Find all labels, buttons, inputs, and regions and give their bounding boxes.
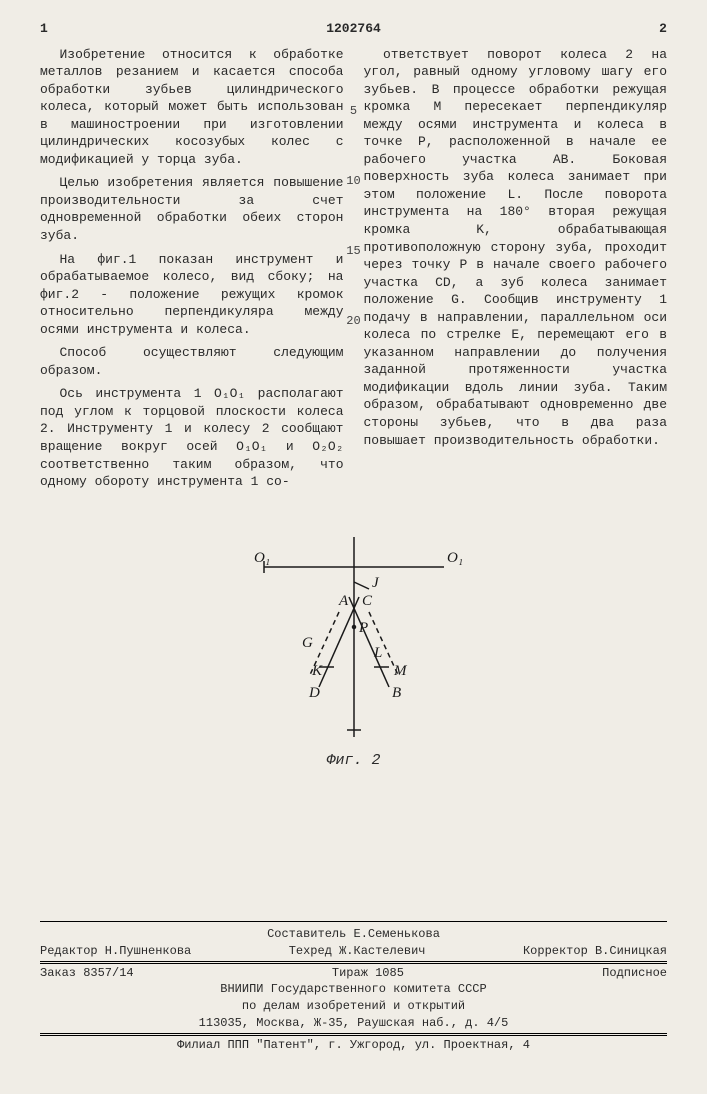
label-L: L — [373, 645, 382, 661]
branch-line: Филиал ППП "Патент", г. Ужгород, ул. Про… — [40, 1037, 667, 1054]
document-number: 1202764 — [326, 20, 381, 38]
divider — [40, 961, 667, 962]
label-C: C — [362, 593, 373, 609]
editor: Редактор Н.Пушненкова — [40, 943, 191, 960]
paragraph: Изобретение относится к обработке металл… — [40, 46, 344, 169]
address-line: 113035, Москва, Ж-35, Раушская наб., д. … — [40, 1015, 667, 1032]
label-O1: O₁ — [254, 550, 270, 566]
label-J: J — [372, 575, 380, 591]
label-O1: O₁ — [447, 550, 463, 566]
subscribe: Подписное — [602, 965, 667, 982]
header-row: 1 1202764 2 — [40, 20, 667, 38]
divider — [40, 921, 667, 922]
org-line-2: по делам изобретений и открытий — [40, 998, 667, 1015]
order-number: Заказ 8357/14 — [40, 965, 134, 982]
line-number: 5 — [350, 103, 357, 119]
left-column: Изобретение относится к обработке металл… — [40, 46, 344, 497]
page: 1 1202764 2 5 10 15 20 Изобретение относ… — [0, 0, 707, 1094]
label-G: G — [302, 635, 313, 651]
order-row: Заказ 8357/14 Тираж 1085 Подписное — [40, 965, 667, 982]
editorial-row: Редактор Н.Пушненкова Техред Ж.Кастелеви… — [40, 943, 667, 960]
line-number: 15 — [346, 243, 360, 259]
divider — [40, 963, 667, 964]
paragraph: На фиг.1 показан инструмент и обрабатыва… — [40, 251, 344, 339]
paragraph: Ось инструмента 1 O₁O₁ располагают под у… — [40, 385, 344, 490]
page-number-left: 1 — [40, 20, 48, 38]
divider — [40, 1035, 667, 1036]
label-D: D — [308, 685, 320, 701]
right-column: ответствует поворот колеса 2 на угол, ра… — [364, 46, 668, 497]
tirage: Тираж 1085 — [332, 965, 404, 982]
org-line-1: ВНИИПИ Государственного комитета СССР — [40, 981, 667, 998]
figure-caption: Фиг. 2 — [40, 751, 667, 771]
compiler-line: Составитель Е.Семенькова — [40, 926, 667, 943]
figure-2: O₁ O₁ J A C P G K D L M B Фиг. 2 — [40, 527, 667, 771]
label-M: M — [393, 663, 408, 679]
body-text-block: 5 10 15 20 Изобретение относится к обраб… — [40, 46, 667, 497]
line-number: 10 — [346, 173, 360, 189]
figure-svg: O₁ O₁ J A C P G K D L M B — [224, 527, 484, 747]
page-number-right: 2 — [659, 20, 667, 38]
line-number: 20 — [346, 313, 360, 329]
paragraph: Целью изобретения является повышение про… — [40, 174, 344, 244]
label-A: A — [338, 593, 349, 609]
tehred: Техред Ж.Кастелевич — [289, 943, 426, 960]
footer-block: Составитель Е.Семенькова Редактор Н.Пушн… — [40, 921, 667, 1054]
label-P: P — [358, 620, 368, 636]
paragraph: Способ осуществляют следующим образом. — [40, 344, 344, 379]
paragraph: ответствует поворот колеса 2 на угол, ра… — [364, 46, 668, 450]
corrector: Корректор В.Синицкая — [523, 943, 667, 960]
label-B: B — [392, 685, 401, 701]
label-K: K — [311, 663, 323, 679]
divider — [40, 1033, 667, 1034]
